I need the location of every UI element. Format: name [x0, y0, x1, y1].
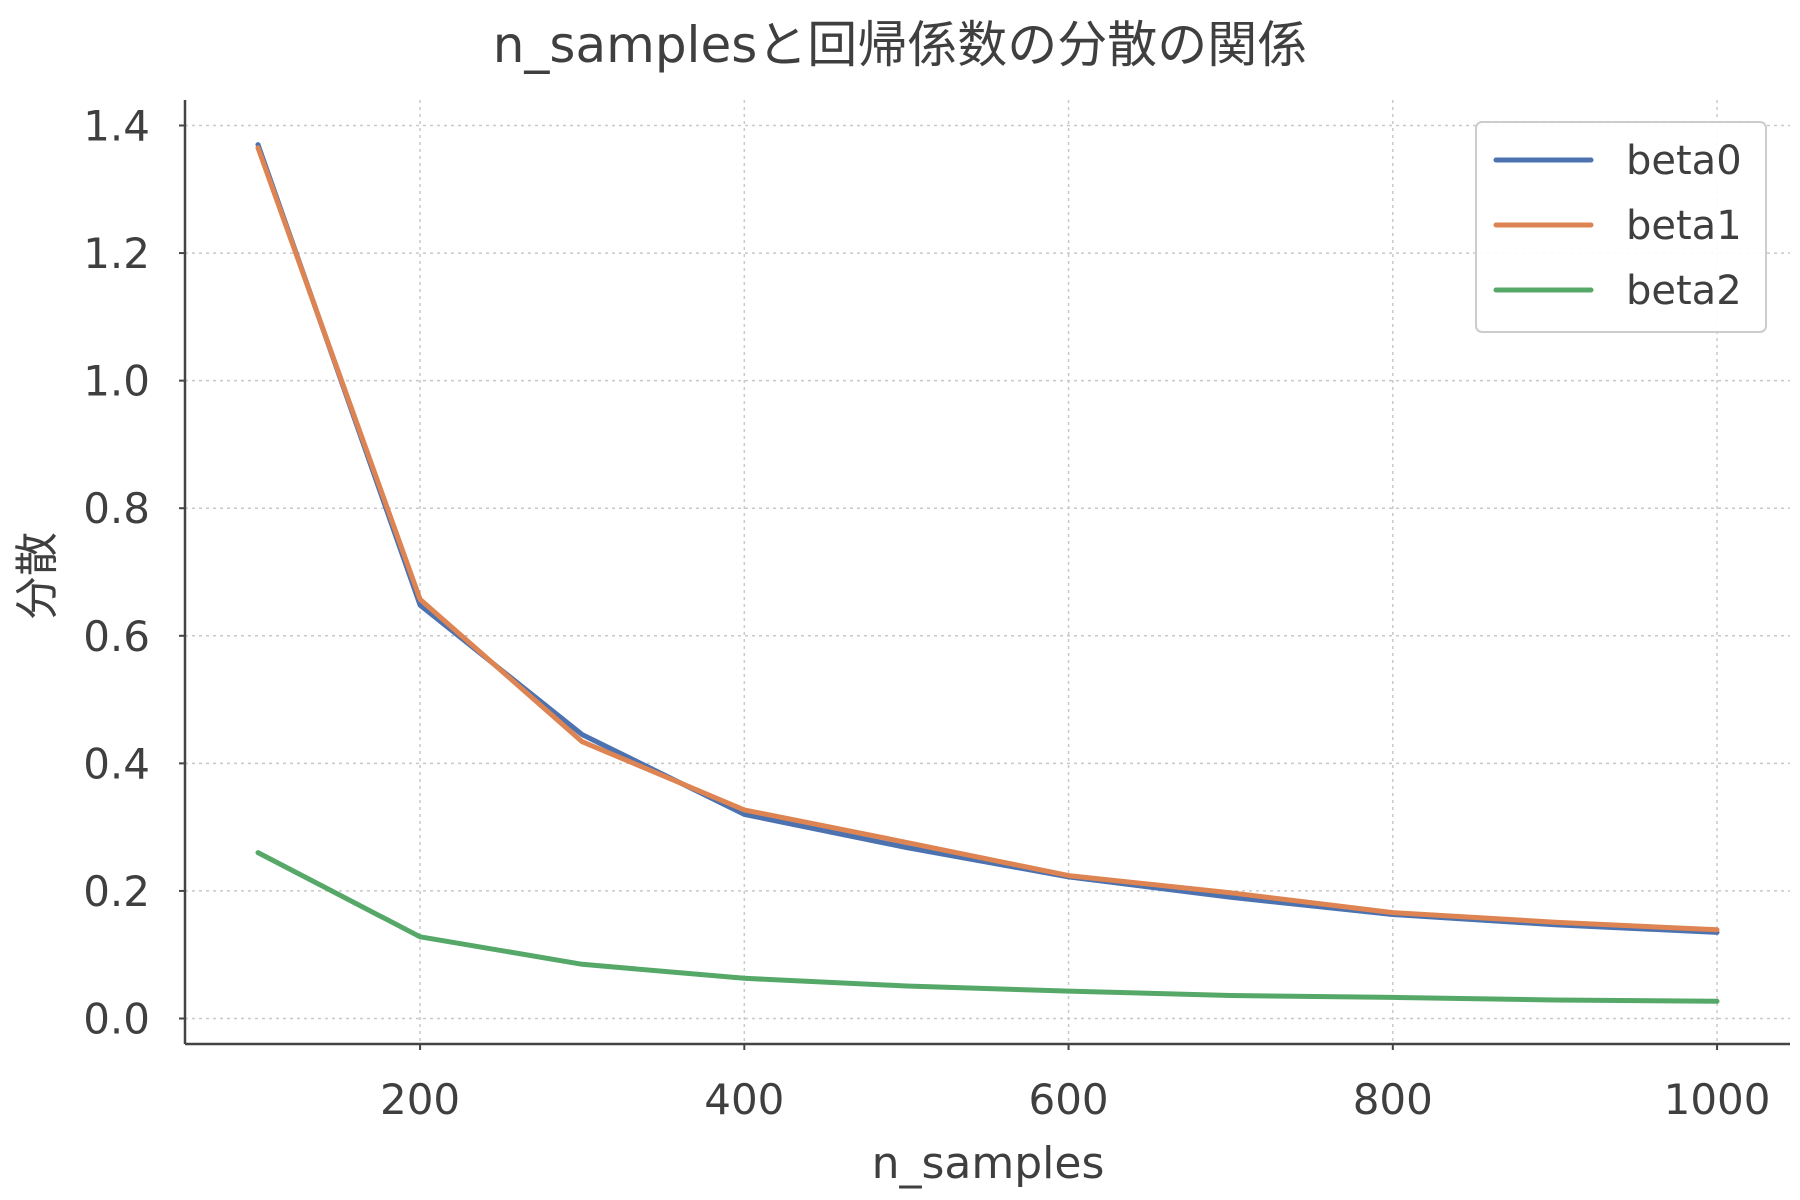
y-tick-label: 1.0: [83, 357, 150, 406]
x-tick-label: 600: [1028, 1075, 1108, 1124]
y-tick-label: 0.4: [83, 739, 150, 788]
y-tick-label: 0.0: [83, 994, 150, 1043]
legend-label-beta0: beta0: [1626, 138, 1742, 184]
tick-labels: 200 400 600 800 1000 0.0 0.2 0.4 0.6 0.8 1.0 1.2 1.4: [83, 102, 1770, 1124]
legend-label-beta2: beta2: [1626, 268, 1742, 314]
legend-label-beta1: beta1: [1626, 203, 1742, 249]
legend-box: [1475, 121, 1767, 333]
y-tick-label: 0.8: [83, 484, 150, 533]
y-tick-label: 0.2: [83, 867, 150, 916]
series-line-beta1: [255, 145, 1720, 933]
axes: [179, 100, 1790, 1050]
x-tick-label: 400: [704, 1075, 784, 1124]
x-tick-label: 1000: [1664, 1075, 1771, 1124]
x-tick-label: 200: [380, 1075, 460, 1124]
series-line-beta2: [255, 850, 1720, 1004]
y-tick-label: 1.4: [83, 102, 150, 151]
chart-title: n_samplesと回帰係数の分散の関係: [493, 16, 1308, 74]
y-axis-label: 分散: [12, 532, 63, 620]
series-lines: [255, 142, 1720, 1004]
y-tick-label: 1.2: [83, 229, 150, 278]
y-tick-label: 0.6: [83, 612, 150, 661]
x-axis-label: n_samples: [872, 1138, 1105, 1189]
legend: beta0 beta1 beta2: [1475, 121, 1767, 333]
x-tick-label: 800: [1353, 1075, 1433, 1124]
